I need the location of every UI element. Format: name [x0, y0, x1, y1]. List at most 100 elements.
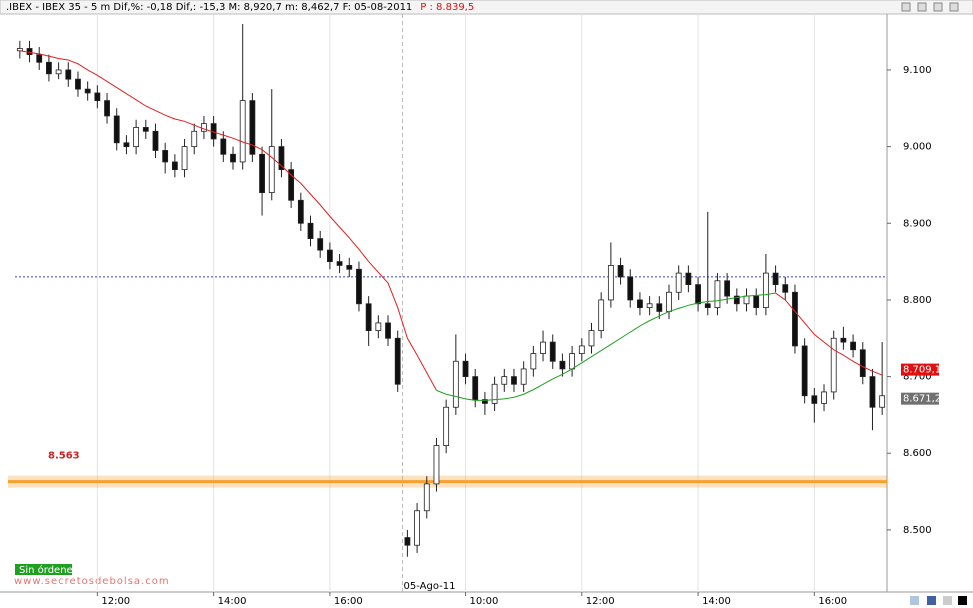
candle-body: [743, 295, 750, 305]
candle-body: [869, 376, 876, 408]
candle-body: [511, 376, 517, 385]
watermark: www.secretosdebolsa.com: [14, 576, 170, 587]
candle-body: [607, 265, 614, 301]
price-label: 8.671,2: [903, 394, 941, 405]
button[interactable]: [933, 2, 943, 12]
candle-body: [540, 341, 546, 354]
y-tick-label: 8.900: [903, 218, 932, 229]
y-tick-label: 8.700: [903, 372, 932, 383]
price-label-box: [901, 363, 939, 376]
candle-body: [482, 399, 488, 404]
candle-body: [239, 100, 246, 163]
candle-body: [443, 406, 450, 446]
candle-body: [549, 341, 556, 362]
candle-body: [297, 199, 304, 224]
bottom-icons: [910, 596, 967, 605]
candle-body: [472, 376, 479, 400]
candle-body: [414, 510, 420, 546]
candle-body: [307, 222, 314, 240]
candle-body: [423, 483, 430, 512]
candle-body: [811, 395, 818, 404]
candle-body: [656, 303, 663, 312]
candle-body: [627, 276, 634, 301]
x-tick-label: 12:00: [101, 596, 130, 607]
candle-body: [113, 115, 120, 144]
candle-body: [859, 349, 866, 377]
last-price: P : 8.839,5: [420, 2, 474, 13]
x-tick-label: 16:00: [818, 596, 847, 607]
candle-body: [520, 368, 527, 385]
candle-body: [220, 138, 227, 155]
window-buttons: [901, 2, 959, 12]
candle-body: [326, 249, 333, 263]
candle-body: [55, 69, 62, 75]
candle-body: [171, 161, 178, 171]
candle-body: [452, 360, 459, 408]
y-tick-label: 9.000: [903, 142, 932, 153]
y-tick-label: 8.500: [903, 525, 932, 536]
icon[interactable]: [958, 596, 967, 605]
candle-body: [821, 391, 827, 404]
moving-average: [19, 50, 437, 391]
day-label: 05-Ago-11: [404, 581, 456, 592]
x-tick-label: 12:00: [586, 596, 615, 607]
candle-body: [753, 295, 760, 308]
y-tick-label: 9.100: [903, 65, 932, 76]
candle-body: [385, 322, 391, 339]
candle-body: [84, 88, 91, 94]
x-tick-label: 16:00: [334, 596, 363, 607]
chart-title: .IBEX - IBEX 35 - 5 m Dif,%: -0,18 Dif,:…: [6, 2, 412, 13]
button[interactable]: [917, 2, 927, 12]
candle-body: [850, 341, 856, 351]
candle-body: [704, 303, 711, 308]
x-tick-label: 10:00: [470, 596, 499, 607]
candle-body: [404, 537, 411, 546]
candle-body: [75, 78, 81, 90]
price-label-box: [901, 392, 939, 405]
candle-body: [317, 238, 324, 251]
candle-body: [181, 146, 188, 171]
candle-body: [462, 360, 469, 377]
candle-body: [201, 123, 207, 132]
candle-body: [588, 330, 595, 347]
icon[interactable]: [927, 596, 936, 605]
button[interactable]: [949, 2, 959, 12]
icon[interactable]: [910, 596, 919, 605]
candle-body: [36, 54, 43, 63]
candle-body: [356, 268, 362, 305]
candle-body: [365, 303, 372, 331]
candle-body: [772, 272, 779, 286]
candle-body: [46, 61, 52, 75]
header-bar: [0, 0, 973, 15]
candle-body: [433, 445, 440, 485]
candle-body: [268, 146, 275, 194]
candle-body: [16, 48, 23, 52]
candle-body: [94, 92, 101, 102]
candle-body: [152, 130, 159, 151]
x-tick-label: 14:00: [702, 596, 731, 607]
candle-body: [733, 295, 740, 305]
status-label: Sin órdenes: [19, 564, 78, 576]
candle-body: [762, 272, 769, 308]
y-tick-label: 8.800: [903, 295, 932, 306]
candle-body: [249, 100, 256, 155]
moving-average: [775, 292, 883, 376]
candle-body: [123, 142, 130, 148]
candle-body: [617, 265, 624, 278]
candle-body: [675, 272, 682, 293]
candle-body: [336, 261, 343, 266]
candle-body: [259, 153, 265, 194]
candle-body: [501, 376, 508, 385]
candle-body: [288, 169, 295, 201]
candle-body: [394, 337, 401, 385]
candle-body: [637, 299, 643, 308]
candle-body: [230, 153, 236, 163]
button[interactable]: [901, 2, 911, 12]
candle-body: [375, 322, 382, 331]
icon[interactable]: [943, 596, 952, 605]
candle-body: [142, 127, 149, 132]
candle-body: [278, 146, 285, 171]
candle-body: [646, 303, 653, 308]
status-box: [15, 564, 72, 575]
